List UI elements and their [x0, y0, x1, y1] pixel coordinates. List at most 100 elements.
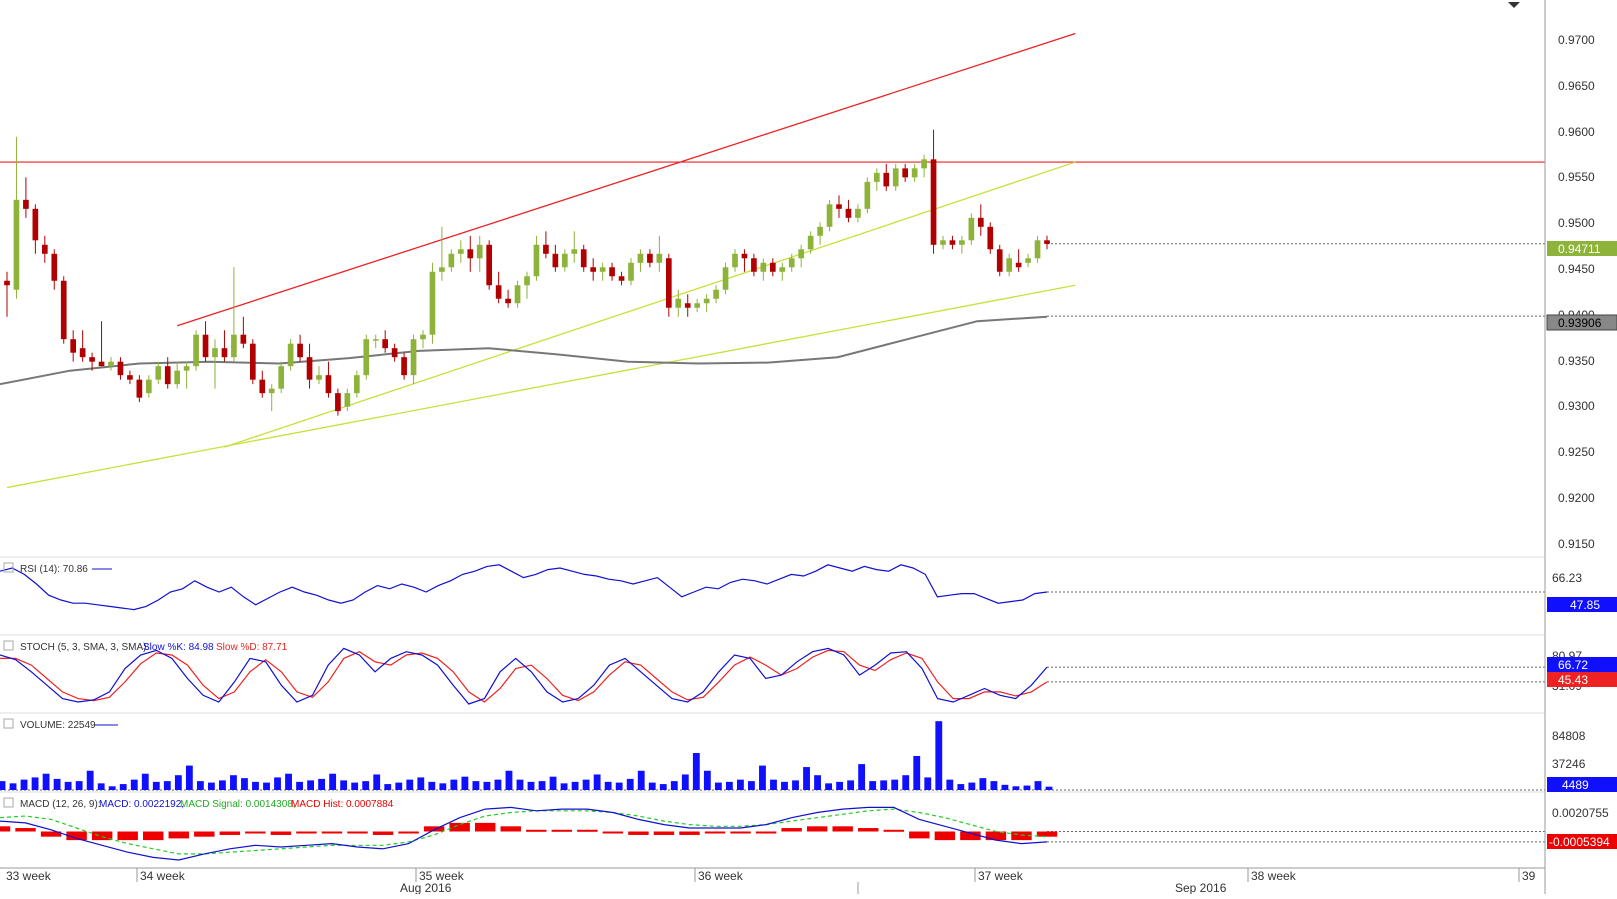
macd-hist-bar: [909, 831, 930, 839]
candle-body: [769, 262, 776, 272]
candle-body: [382, 339, 389, 349]
macd-panel[interactable]: [0, 806, 1545, 861]
volume-bar: [825, 783, 832, 790]
macd-close-icon[interactable]: [3, 797, 14, 808]
rsi-close-icon[interactable]: [3, 562, 14, 573]
candle-body: [959, 240, 965, 245]
macd-hist-bar: [934, 831, 956, 841]
week-label: 37 week: [978, 869, 1024, 883]
volume-bar: [836, 781, 844, 790]
candle-body: [713, 289, 719, 299]
candle-body: [514, 285, 521, 304]
rsi-tick: 66.23: [1552, 571, 1582, 585]
ma-value-badge: [1546, 314, 1617, 331]
candle-body: [429, 271, 436, 335]
candle-body: [193, 334, 199, 367]
volume-bar: [494, 779, 502, 790]
volume-bar: [108, 786, 116, 790]
macd-hist-bar: [66, 831, 87, 841]
volume-bar: [406, 779, 414, 790]
price-tick: 0.9650: [1558, 79, 1595, 93]
candle-body: [79, 348, 86, 358]
volume-bar: [946, 779, 954, 790]
price-panel[interactable]: [0, 32, 1545, 489]
macd-line: [0, 806, 1048, 861]
time-axis: 33 week 34 week 35 week 36 week 37 week …: [6, 868, 1536, 895]
volume-bar: [1023, 785, 1031, 790]
candle-body: [391, 348, 398, 358]
volume-bar: [119, 784, 127, 790]
candle-body: [145, 379, 152, 394]
candle-body: [344, 393, 351, 407]
volume-bar: [549, 776, 557, 790]
candle-body: [457, 249, 464, 254]
macd-hist-bar: [526, 829, 547, 832]
macd-value-label: -0.0005394: [1549, 835, 1610, 849]
volume-bar: [637, 770, 645, 790]
volume-bar: [174, 775, 182, 790]
candle-body: [864, 181, 871, 209]
volume-bar: [1034, 781, 1042, 790]
volume-bar: [891, 779, 899, 790]
candle-body: [240, 334, 247, 344]
volume-bar: [472, 781, 480, 790]
volume-bar: [31, 777, 39, 790]
price-tick: 0.9200: [1558, 491, 1595, 505]
candle-body: [410, 339, 417, 376]
candle-body: [287, 343, 294, 367]
price-tick: 0.9550: [1558, 170, 1595, 184]
volume-bar: [461, 776, 469, 790]
candle-body: [268, 388, 275, 394]
stoch-panel[interactable]: [0, 647, 1545, 705]
candle-body: [533, 244, 540, 277]
volume-bar: [902, 775, 910, 790]
stoch-legend-k: Slow %K: 84.98: [143, 642, 214, 653]
price-tick: 0.9450: [1558, 262, 1595, 276]
macd-hist-bar: [1036, 831, 1058, 837]
macd-hist-bar: [474, 822, 496, 832]
volume-bar: [803, 767, 810, 790]
candle-body: [940, 240, 946, 245]
volume-bar: [1045, 786, 1053, 790]
stoch-close-icon[interactable]: [3, 640, 14, 651]
candle-body: [401, 357, 407, 376]
candle-body: [741, 253, 748, 259]
volume-bar: [395, 782, 403, 790]
candle-body: [41, 244, 48, 254]
candle-body: [1015, 262, 1022, 268]
candle-body: [647, 253, 653, 263]
candle-body: [23, 199, 29, 209]
volume-bar: [615, 782, 623, 790]
volume-close-icon[interactable]: [3, 718, 14, 729]
stoch-d-label: 45.43: [1558, 673, 1588, 687]
price-tick: 0.9500: [1558, 216, 1595, 230]
candle-body: [32, 208, 39, 241]
volume-bar: [703, 770, 711, 790]
rsi-value-badge: [1547, 597, 1617, 612]
volume-bar: [428, 781, 436, 790]
macd-hist-bar: [960, 831, 981, 841]
stoch-k-badge: [1547, 657, 1617, 672]
macd-legend-signal: MACD Signal: 0.0014308,: [180, 799, 296, 810]
volume-bar: [207, 782, 215, 790]
candle-body: [552, 253, 559, 268]
menu-arrow-icon[interactable]: [1508, 2, 1520, 8]
week-label: 35 week: [419, 869, 465, 883]
volume-bar: [362, 781, 370, 790]
candle-body: [845, 208, 852, 218]
macd-hist-bar: [168, 831, 189, 839]
candle-body: [788, 258, 795, 268]
rsi-line: [0, 564, 1048, 611]
rsi-panel[interactable]: [0, 564, 1545, 611]
macd-hist-bar: [40, 831, 62, 837]
candle-body: [117, 361, 124, 376]
macd-hist-bar: [372, 831, 394, 835]
volume-bar: [913, 755, 921, 790]
week-label: 33 week: [6, 869, 52, 883]
volume-panel[interactable]: [0, 721, 1545, 791]
macd-hist-bar: [806, 826, 828, 832]
price-tick: 0.9250: [1558, 445, 1595, 459]
candle-body: [89, 357, 95, 362]
